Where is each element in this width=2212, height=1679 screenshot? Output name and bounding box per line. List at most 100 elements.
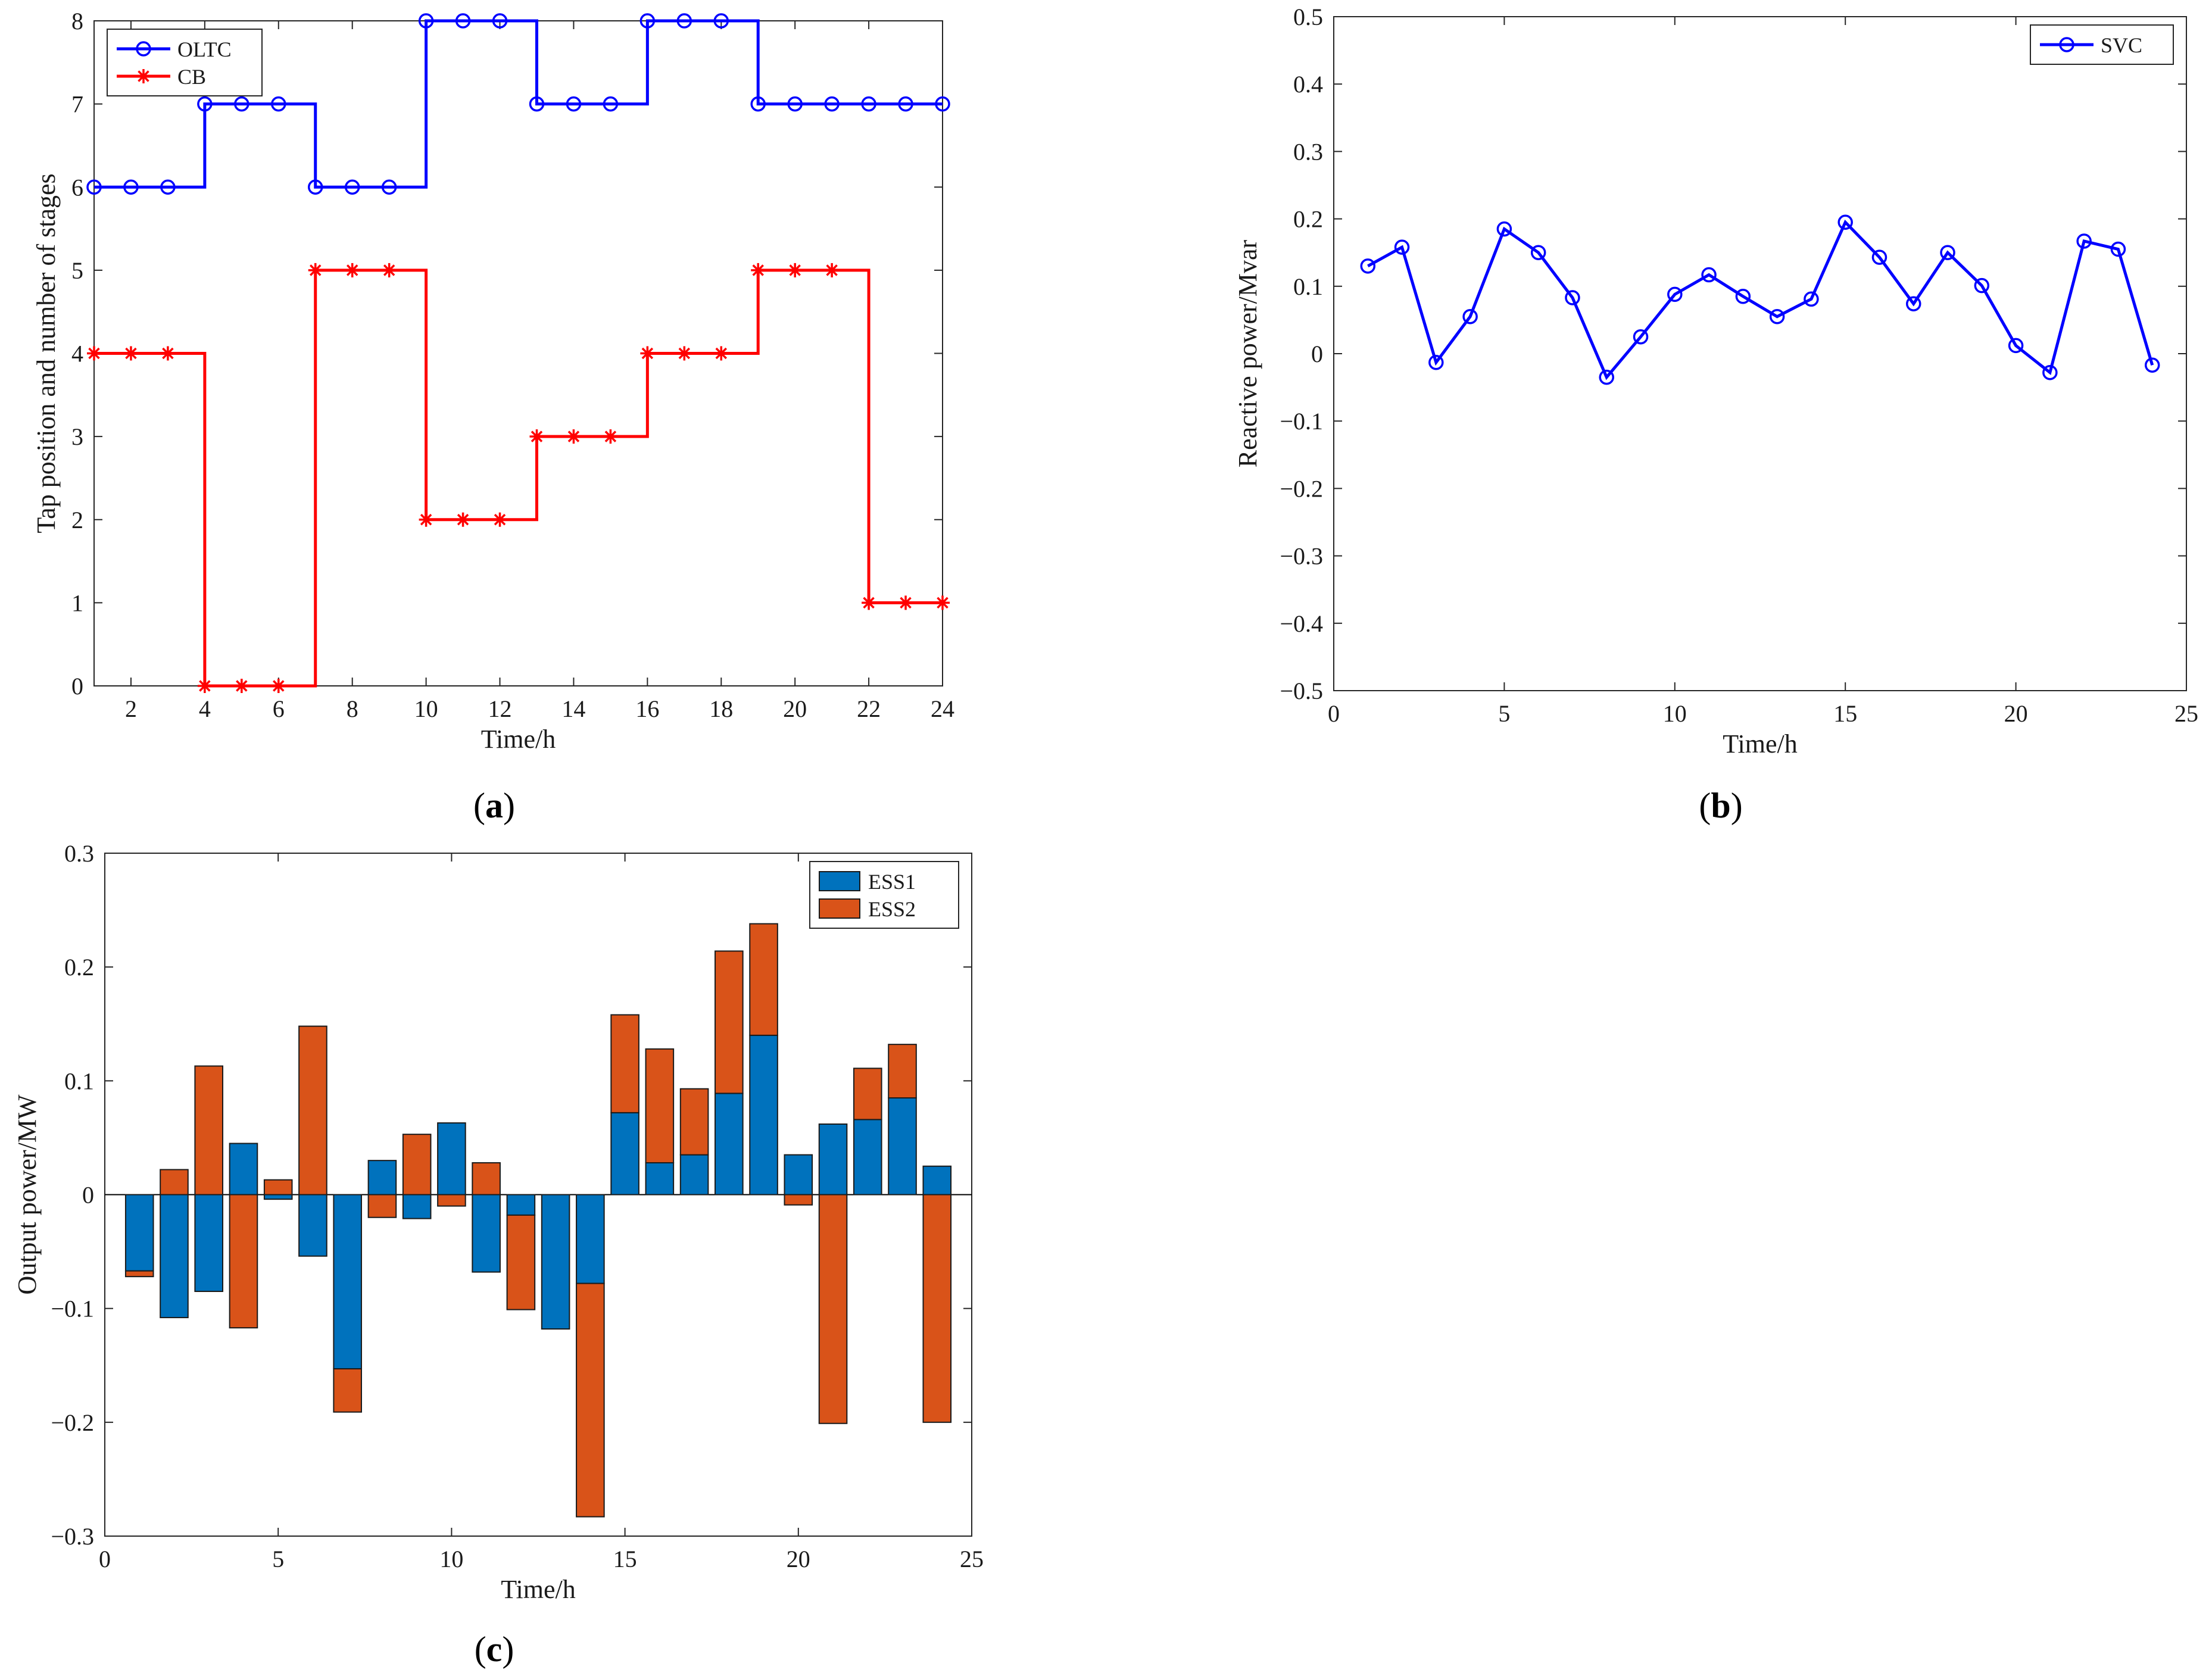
data-point-cb	[862, 595, 876, 610]
data-point-oltc	[529, 96, 545, 112]
legend-swatch-ess1	[819, 871, 860, 891]
x-tick-label: 5	[272, 1546, 284, 1572]
bar-ess1	[645, 1162, 675, 1196]
y-tick-label: −0.3	[1280, 543, 1323, 570]
bar-ess1	[888, 1097, 917, 1196]
panel-label-c: (c)	[475, 1630, 514, 1669]
data-point-svc	[1633, 329, 1649, 345]
bar-ess1	[333, 1194, 362, 1369]
y-axis-label: Reactive power/Mvar	[1233, 239, 1262, 467]
bar-ess2	[645, 1048, 675, 1163]
data-point-oltc	[603, 96, 619, 112]
bar-ess1	[715, 1093, 744, 1196]
y-tick-label: 0.3	[1293, 138, 1323, 165]
x-tick-label: 0	[1328, 700, 1340, 727]
x-tick-label: 6	[273, 695, 285, 722]
bar-ess1	[472, 1194, 501, 1273]
data-point-cb	[234, 679, 249, 693]
y-axis-label: Tap position and number of stages	[32, 173, 61, 533]
chart-panel-c: 0 5 10 15 20 25 −0.3 −0.2 −0.1 0 0.1 0.2 0.3 Time/h Ou…	[13, 840, 984, 1604]
bar-ess1	[194, 1194, 224, 1292]
data-point-oltc	[234, 96, 249, 112]
data-point-oltc	[455, 13, 471, 29]
x-tick-label: 10	[1663, 700, 1687, 727]
chart-panel-b: 0 5 10 15 20 25 −0.5 −0.4 −0.3 −0.2 −0.1 0 0.1 0.2 0.3…	[1233, 4, 2198, 759]
data-point-svc	[1428, 354, 1444, 370]
data-point-svc	[2042, 364, 2058, 380]
bar-ess1	[576, 1194, 605, 1284]
y-tick-label: −0.2	[51, 1409, 94, 1436]
data-point-svc	[1394, 239, 1410, 255]
x-tick-label: 20	[787, 1546, 810, 1572]
data-point-cb	[566, 429, 581, 444]
x-tick-label: 14	[561, 695, 585, 722]
data-point-svc	[1530, 245, 1546, 260]
y-tick-label: −0.2	[1280, 475, 1323, 502]
data-point-cb	[455, 512, 470, 527]
data-point-oltc	[381, 179, 397, 195]
bar-ess1	[818, 1123, 848, 1196]
data-point-oltc	[271, 96, 286, 112]
y-tick-label: −0.1	[51, 1296, 94, 1322]
x-tick-label: 10	[439, 1546, 463, 1572]
y-tick-label: 3	[71, 423, 83, 450]
y-tick-label: 0.5	[1293, 4, 1323, 30]
bar-ess1	[437, 1122, 466, 1196]
bar-ess2	[784, 1194, 813, 1206]
data-point-oltc	[787, 96, 803, 112]
legend-swatch-ess2	[819, 898, 860, 919]
bar-ess2	[124, 1270, 154, 1278]
legend-label-ess1: ESS1	[868, 870, 916, 894]
bar-ess2	[853, 1068, 882, 1121]
data-point-svc	[2110, 241, 2126, 257]
bar-ess2	[679, 1088, 709, 1156]
y-tick-label: 0.1	[1293, 273, 1323, 300]
x-tick-label: 0	[99, 1546, 111, 1572]
data-point-svc	[1940, 245, 1955, 260]
data-point-cb	[898, 595, 913, 610]
data-point-cb	[529, 429, 544, 444]
data-point-cb	[271, 679, 286, 693]
bar-ess1	[263, 1194, 293, 1200]
bar-ess2	[333, 1368, 362, 1413]
legend-label-ess2: ESS2	[868, 897, 916, 921]
data-point-svc	[1565, 290, 1580, 305]
legend-marker-oltc	[136, 41, 151, 57]
data-point-oltc	[344, 179, 360, 195]
data-point-cb	[197, 679, 212, 693]
y-tick-label: −0.1	[1280, 408, 1323, 435]
x-axis-label: Time/h	[501, 1575, 576, 1604]
data-point-cb	[714, 346, 729, 361]
bar-ess1	[853, 1119, 882, 1196]
y-tick-label: 0.2	[64, 954, 94, 981]
data-point-cb	[640, 346, 655, 361]
y-tick-label: 0.1	[64, 1068, 94, 1094]
x-tick-label: 16	[635, 695, 659, 722]
data-point-oltc	[86, 179, 102, 195]
x-tick-label: 12	[488, 695, 512, 722]
data-point-cb	[123, 346, 138, 361]
y-tick-label: 0.2	[1293, 206, 1323, 233]
data-point-oltc	[492, 13, 508, 29]
bar-ess1	[541, 1194, 570, 1330]
data-point-oltc	[824, 96, 840, 112]
data-point-svc	[1360, 258, 1376, 274]
data-point-svc	[1974, 277, 1990, 294]
bar-ess2	[610, 1014, 639, 1113]
bar-ess2	[194, 1065, 224, 1196]
bar-ess2	[922, 1194, 952, 1423]
bar-ess1	[610, 1112, 639, 1196]
data-point-cb	[935, 595, 950, 610]
data-point-svc	[1667, 286, 1683, 302]
y-axis-label: Output power/MW	[13, 1094, 42, 1295]
x-tick-label: 24	[931, 695, 954, 722]
data-point-cb	[308, 263, 323, 277]
bar-ess2	[402, 1134, 432, 1196]
data-point-oltc	[160, 179, 176, 195]
data-point-svc	[2144, 357, 2160, 373]
x-tick-label: 5	[1498, 700, 1510, 727]
data-point-svc	[1769, 308, 1785, 324]
data-point-cb	[87, 346, 101, 361]
